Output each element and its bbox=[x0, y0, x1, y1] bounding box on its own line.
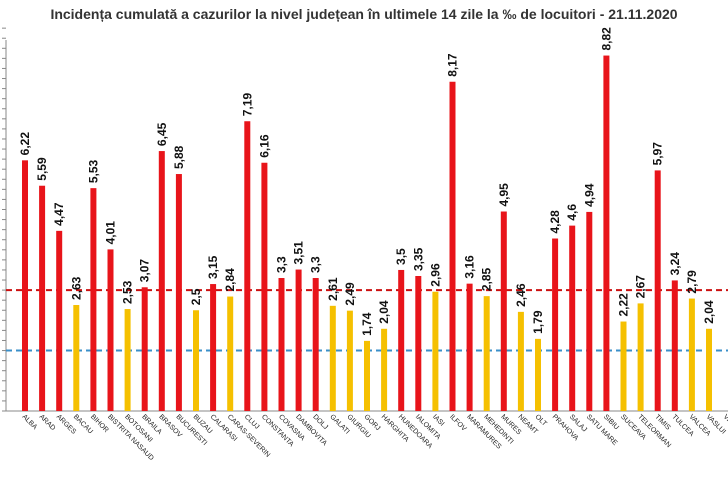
bar bbox=[432, 291, 439, 411]
bar bbox=[449, 81, 456, 412]
bar bbox=[688, 298, 695, 411]
data-label: 3,15 bbox=[206, 255, 220, 279]
bar bbox=[398, 269, 405, 411]
bar bbox=[175, 174, 182, 411]
data-label: 2,49 bbox=[343, 282, 357, 306]
bar bbox=[517, 311, 524, 411]
data-label: 7,19 bbox=[240, 93, 254, 117]
bar bbox=[364, 340, 370, 411]
data-label: 2,67 bbox=[634, 275, 648, 299]
data-label: 3,35 bbox=[411, 247, 425, 271]
data-label: 4,28 bbox=[548, 210, 562, 234]
bar bbox=[141, 287, 148, 411]
data-label: 4,47 bbox=[52, 202, 66, 226]
bar bbox=[124, 309, 131, 411]
bar bbox=[261, 162, 268, 411]
category-label: ILFOV bbox=[448, 413, 467, 432]
bar bbox=[346, 310, 353, 411]
chart-title: Incidența cumulată a cazurilor la nivel … bbox=[50, 6, 678, 22]
data-label: 3,16 bbox=[463, 255, 477, 279]
bar bbox=[569, 225, 576, 411]
data-label: 2,22 bbox=[617, 293, 631, 317]
bar bbox=[466, 283, 473, 411]
data-label: 2,63 bbox=[69, 276, 83, 300]
data-label: 2,96 bbox=[428, 263, 442, 287]
data-label: 3,51 bbox=[292, 241, 306, 265]
bar bbox=[227, 296, 234, 411]
data-label: 2,5 bbox=[189, 288, 203, 305]
data-label: 8,17 bbox=[446, 53, 460, 77]
data-label: 3,3 bbox=[275, 256, 289, 273]
bar bbox=[381, 328, 388, 411]
data-label: 6,22 bbox=[18, 132, 32, 156]
data-label: 2,84 bbox=[223, 268, 237, 292]
bar bbox=[107, 249, 114, 411]
bar bbox=[671, 280, 678, 411]
bar bbox=[586, 211, 593, 411]
bar bbox=[637, 303, 644, 411]
data-label: 5,59 bbox=[35, 157, 49, 181]
bar bbox=[483, 296, 490, 411]
data-label: 1,79 bbox=[531, 310, 545, 334]
data-label: 4,95 bbox=[497, 183, 511, 207]
data-label: 3,5 bbox=[394, 248, 408, 265]
bar bbox=[56, 230, 63, 411]
bar bbox=[22, 160, 28, 411]
data-label: 3,24 bbox=[668, 252, 682, 276]
category-label: ARAD bbox=[38, 413, 57, 432]
bar bbox=[278, 278, 285, 411]
data-label: 5,88 bbox=[172, 145, 186, 169]
bar bbox=[210, 284, 217, 411]
bar bbox=[329, 305, 336, 411]
bar bbox=[312, 278, 319, 411]
bar bbox=[603, 55, 610, 411]
bar bbox=[73, 305, 80, 411]
category-label: OLT bbox=[534, 413, 549, 428]
bar bbox=[706, 328, 712, 411]
bar bbox=[620, 321, 627, 411]
category-label: ALBA bbox=[21, 413, 39, 431]
bar bbox=[552, 238, 559, 411]
data-label: 2,46 bbox=[514, 283, 528, 307]
data-label: 2,04 bbox=[377, 300, 391, 324]
category-label: SATU MARE bbox=[585, 413, 619, 447]
data-label: 2,61 bbox=[326, 277, 340, 301]
data-label: 8,82 bbox=[599, 27, 613, 51]
category-label: IASI bbox=[431, 413, 445, 427]
data-label: 2,79 bbox=[685, 270, 699, 294]
bar bbox=[654, 170, 661, 411]
data-label: 4,6 bbox=[565, 204, 579, 221]
bar bbox=[244, 121, 251, 412]
bar bbox=[193, 310, 199, 411]
data-label: 3,07 bbox=[138, 259, 152, 283]
data-label: 4,94 bbox=[582, 183, 596, 207]
data-label: 6,16 bbox=[257, 134, 271, 158]
data-label: 5,53 bbox=[86, 159, 100, 183]
data-label: 5,97 bbox=[651, 142, 665, 166]
data-label: 1,74 bbox=[360, 312, 374, 336]
bar bbox=[295, 269, 302, 411]
data-label: 2,53 bbox=[121, 280, 135, 304]
data-label: 6,45 bbox=[155, 122, 169, 146]
data-label: 2,04 bbox=[702, 300, 716, 324]
bar bbox=[500, 211, 507, 411]
data-label: 4,01 bbox=[104, 221, 118, 245]
data-label: 2,85 bbox=[480, 267, 494, 291]
bar bbox=[39, 185, 46, 411]
data-label: 3,3 bbox=[309, 256, 323, 273]
bar bbox=[158, 151, 165, 411]
bar bbox=[415, 275, 422, 411]
bar bbox=[90, 188, 97, 411]
bar bbox=[535, 338, 541, 411]
